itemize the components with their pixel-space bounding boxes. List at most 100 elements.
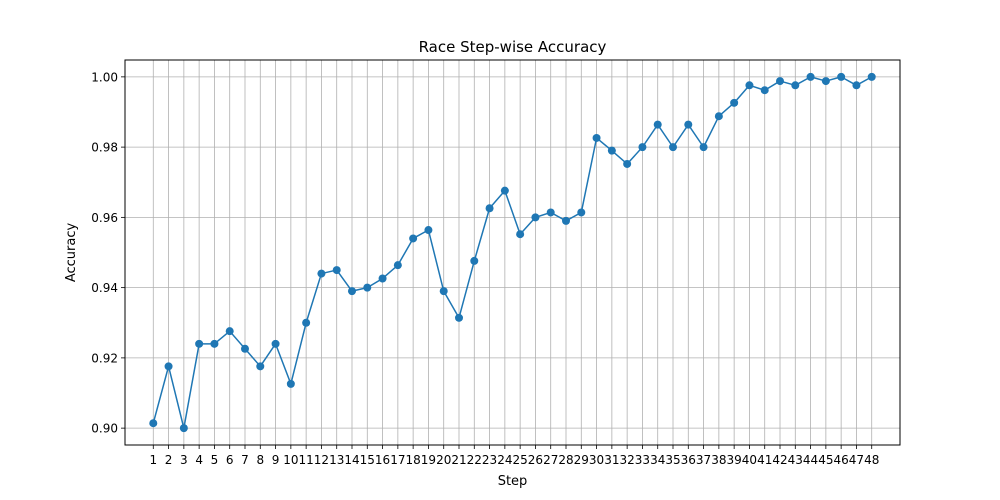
x-tick-label: 45 bbox=[818, 453, 833, 467]
x-tick-label: 12 bbox=[314, 453, 329, 467]
x-tick-label: 5 bbox=[211, 453, 219, 467]
data-point bbox=[240, 344, 249, 353]
x-tick-label: 25 bbox=[513, 453, 528, 467]
x-tick-label: 23 bbox=[482, 453, 497, 467]
data-point bbox=[454, 313, 463, 322]
data-point bbox=[347, 287, 356, 296]
data-point bbox=[210, 339, 219, 348]
x-tick-label: 39 bbox=[727, 453, 742, 467]
data-point bbox=[439, 287, 448, 296]
y-axis-label: Accuracy bbox=[64, 223, 79, 283]
y-tick-label: 0.96 bbox=[91, 211, 118, 225]
x-tick-label: 15 bbox=[360, 453, 375, 467]
x-tick-label: 35 bbox=[665, 453, 680, 467]
x-tick-label: 34 bbox=[650, 453, 665, 467]
x-tick-label: 26 bbox=[528, 453, 543, 467]
x-tick-label: 13 bbox=[329, 453, 344, 467]
x-axis-ticks: 1 2 3 4 5 6 7 8 9 10 11 12 13 14 15 16 17 18 19 20 21 22 23 24 2… bbox=[149, 445, 879, 467]
x-tick-label: 32 bbox=[620, 453, 635, 467]
data-point bbox=[378, 274, 387, 283]
data-point bbox=[806, 72, 815, 81]
y-axis-ticks: 0.90 0.92 0.94 0.96 0.98 1.00 bbox=[91, 70, 125, 436]
y-tick-label: 1.00 bbox=[91, 70, 118, 84]
x-tick-label: 10 bbox=[283, 453, 298, 467]
y-tick-label: 0.92 bbox=[91, 351, 118, 365]
x-tick-label: 4 bbox=[195, 453, 203, 467]
data-point bbox=[776, 77, 785, 86]
x-tick-label: 8 bbox=[256, 453, 264, 467]
data-point bbox=[286, 379, 295, 388]
data-point bbox=[837, 72, 846, 81]
data-point bbox=[867, 72, 876, 81]
y-tick-label: 0.90 bbox=[91, 422, 118, 436]
data-point bbox=[409, 234, 418, 243]
chart-title: Race Step-wise Accuracy bbox=[419, 38, 607, 56]
data-point bbox=[271, 339, 280, 348]
x-tick-label: 24 bbox=[497, 453, 512, 467]
x-tick-label: 6 bbox=[226, 453, 234, 467]
data-point bbox=[179, 424, 188, 433]
x-tick-label: 3 bbox=[180, 453, 188, 467]
x-tick-label: 41 bbox=[757, 453, 772, 467]
x-tick-label: 19 bbox=[421, 453, 436, 467]
data-point bbox=[699, 143, 708, 152]
x-tick-label: 42 bbox=[772, 453, 787, 467]
data-point bbox=[164, 362, 173, 371]
x-tick-label: 31 bbox=[604, 453, 619, 467]
data-point bbox=[745, 81, 754, 90]
data-point bbox=[516, 230, 525, 239]
data-point bbox=[531, 213, 540, 222]
data-point bbox=[225, 327, 234, 336]
data-point bbox=[669, 143, 678, 152]
data-point bbox=[500, 186, 509, 195]
data-point bbox=[791, 81, 800, 90]
data-point bbox=[638, 143, 647, 152]
x-tick-label: 43 bbox=[788, 453, 803, 467]
data-point bbox=[302, 318, 311, 327]
data-point bbox=[363, 283, 372, 292]
x-tick-label: 27 bbox=[543, 453, 558, 467]
x-tick-label: 46 bbox=[834, 453, 849, 467]
data-point bbox=[607, 146, 616, 155]
data-point bbox=[149, 419, 158, 428]
series-line bbox=[152, 76, 873, 429]
x-tick-label: 38 bbox=[711, 453, 726, 467]
x-tick-label: 17 bbox=[390, 453, 405, 467]
x-tick-label: 20 bbox=[436, 453, 451, 467]
plot-frame bbox=[124, 59, 901, 446]
data-point bbox=[760, 86, 769, 95]
data-point bbox=[821, 77, 830, 86]
x-tick-label: 44 bbox=[803, 453, 818, 467]
x-axis-label: Step bbox=[498, 474, 528, 489]
data-point bbox=[470, 256, 479, 265]
x-tick-label: 48 bbox=[864, 453, 879, 467]
x-tick-label: 16 bbox=[375, 453, 390, 467]
x-tick-label: 28 bbox=[558, 453, 573, 467]
x-tick-label: 40 bbox=[742, 453, 757, 467]
x-tick-label: 29 bbox=[574, 453, 589, 467]
x-tick-label: 11 bbox=[298, 453, 313, 467]
data-point bbox=[623, 159, 632, 168]
y-tick-label: 0.94 bbox=[91, 281, 118, 295]
grid bbox=[125, 60, 900, 445]
data-point bbox=[317, 269, 326, 278]
data-point bbox=[562, 216, 571, 225]
data-point bbox=[485, 204, 494, 213]
data-point bbox=[195, 339, 204, 348]
x-tick-label: 30 bbox=[589, 453, 604, 467]
data-point bbox=[256, 362, 265, 371]
data-point bbox=[592, 133, 601, 142]
x-tick-label: 36 bbox=[681, 453, 696, 467]
x-tick-label: 9 bbox=[272, 453, 280, 467]
x-tick-label: 7 bbox=[241, 453, 249, 467]
y-tick-label: 0.98 bbox=[91, 141, 118, 155]
data-point bbox=[546, 208, 555, 217]
data-point bbox=[852, 81, 861, 90]
data-point bbox=[424, 226, 433, 235]
series-layer bbox=[149, 72, 876, 433]
x-tick-label: 2 bbox=[165, 453, 173, 467]
data-point bbox=[684, 120, 693, 129]
x-tick-label: 1 bbox=[149, 453, 157, 467]
